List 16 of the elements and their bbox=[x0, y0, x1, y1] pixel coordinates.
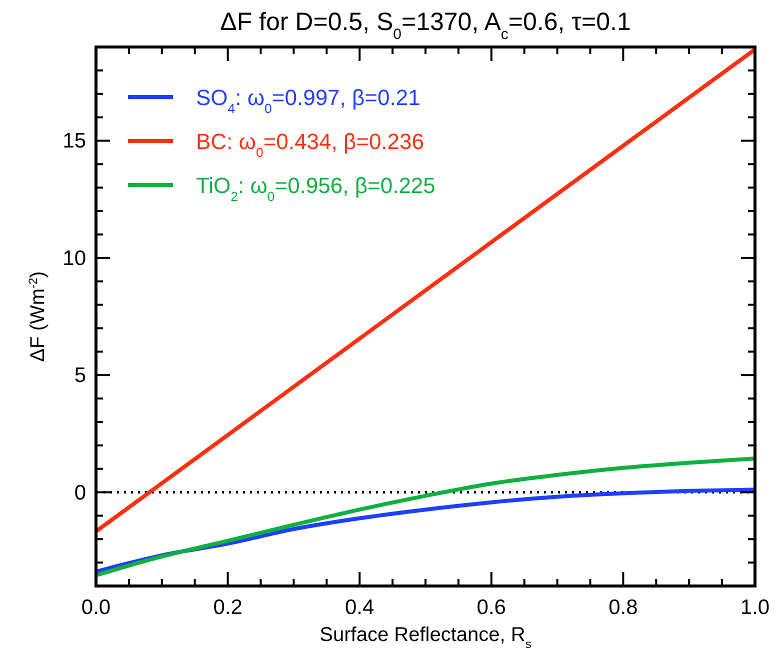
y-tick-label: 10 bbox=[62, 246, 86, 270]
chart-title: ΔF for D=0.5, S$_{0}$=1370, A$_{c}$=0.6, τ=0.1 bbox=[220, 8, 631, 42]
x-tick-label: 1.0 bbox=[740, 596, 770, 619]
x-tick-label: 0.0 bbox=[81, 596, 111, 619]
line-series bbox=[96, 456, 755, 578]
legend-label: TiO$_{2}$: ω$_{0}$=0.956, β=0.225 bbox=[196, 173, 436, 204]
x-tick-label: 0.8 bbox=[608, 596, 638, 619]
x-axis-title: Surface Reflectance, R$_{s}$ bbox=[320, 624, 532, 651]
x-tick-label: 0.2 bbox=[213, 596, 242, 619]
y-tick-label: 15 bbox=[62, 130, 86, 153]
x-tick-label: 0.6 bbox=[476, 596, 506, 619]
x-tick-label: 0.4 bbox=[345, 596, 375, 619]
y-tick-label: 5 bbox=[74, 364, 86, 388]
legend-label: SO$_{4}$: ω$_{0}$=0.997, β=0.21 bbox=[196, 85, 420, 116]
legend-label: BC: ω$_{0}$=0.434, β=0.236 bbox=[196, 129, 424, 160]
y-tick-label: 0 bbox=[74, 481, 86, 504]
